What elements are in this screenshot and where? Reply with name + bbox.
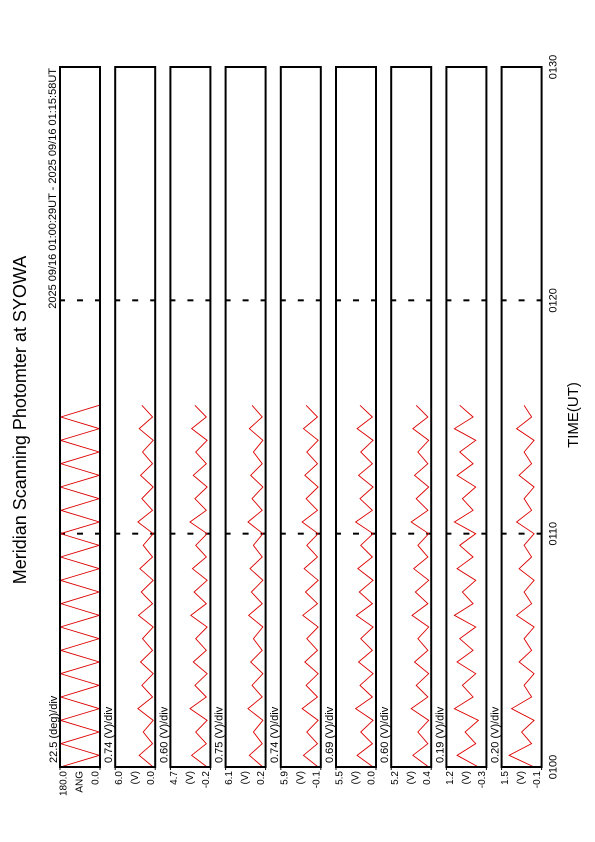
y-tick-label: 0.0 (146, 771, 157, 785)
y-tick-label: 5.9 (279, 771, 290, 785)
scale-label: 0.60 (V)/div (379, 706, 391, 763)
y-tick-label: 0.0 (91, 771, 102, 785)
y-tick-label: -0.1 (311, 771, 322, 789)
y-tick-label: 5.2 (390, 771, 401, 785)
chart-subtitle: 2025 09/16 01:00:29UT - 2025 09/16 01:15… (47, 68, 59, 309)
unit-label: (V) (295, 771, 306, 784)
scale-label: 0.75 (V)/div (214, 706, 226, 763)
unit-label: (V) (185, 771, 196, 784)
x-tick-label: 0120 (548, 288, 560, 312)
scale-label: 0.60 (V)/div (158, 706, 170, 763)
data-line (58, 404, 101, 768)
unit-label: (V) (461, 771, 472, 784)
x-axis-label: TIME(UT) (565, 382, 582, 448)
unit-label: (V) (240, 771, 251, 784)
unit-label: (V) (351, 771, 362, 784)
panel-frame (445, 66, 488, 768)
x-tick-label: 0100 (548, 755, 560, 779)
y-tick-label: -0.2 (201, 771, 212, 789)
panel-frame (169, 66, 212, 768)
data-line (354, 405, 374, 768)
panel-frame (390, 66, 433, 768)
data-line (137, 405, 154, 768)
y-tick-label: 0.4 (422, 771, 433, 785)
unit-label: ANG (75, 771, 86, 793)
panel-frame (335, 66, 377, 768)
panel-frame (279, 66, 322, 768)
panel-frame (114, 66, 157, 768)
data-line (189, 405, 208, 768)
y-tick-label: -0.3 (477, 771, 488, 789)
data-line (247, 405, 264, 768)
panel-frame (224, 66, 267, 768)
panel-frame (500, 66, 543, 768)
y-tick-label: 6.1 (224, 771, 235, 785)
data-line (410, 405, 430, 768)
scale-label: 0.20 (V)/div (490, 706, 502, 763)
y-tick-label: 4.7 (169, 771, 180, 785)
x-tick-label: 0110 (548, 522, 560, 546)
unit-label: (V) (406, 771, 417, 784)
y-tick-label: 1.2 (445, 771, 456, 785)
scale-label: 0.74 (V)/div (269, 706, 281, 763)
scale-label: 0.69 (V)/div (324, 706, 336, 763)
y-tick-label: 0.2 (256, 771, 267, 785)
y-tick-label: 5.5 (335, 771, 346, 785)
panel-frame (59, 66, 101, 768)
y-tick-label: -0.1 (532, 771, 543, 789)
y-tick-label: 180.0 (59, 771, 70, 796)
data-line (508, 405, 535, 768)
scale-label: 22.5 (deg)/div (48, 695, 60, 763)
x-tick-label: 0130 (548, 55, 560, 79)
data-line (301, 405, 319, 768)
scale-label: 0.74 (V)/div (103, 706, 115, 763)
y-tick-label: 6.0 (114, 771, 125, 785)
scale-label: 0.19 (V)/div (434, 706, 446, 763)
unit-label: (V) (130, 771, 141, 784)
unit-label: (V) (516, 771, 527, 784)
y-tick-label: 1.5 (500, 771, 511, 785)
data-line (453, 404, 480, 768)
y-tick-label: 0.0 (367, 771, 378, 785)
chart-title: Meridian Scanning Photomter at SYOWA (10, 256, 30, 584)
